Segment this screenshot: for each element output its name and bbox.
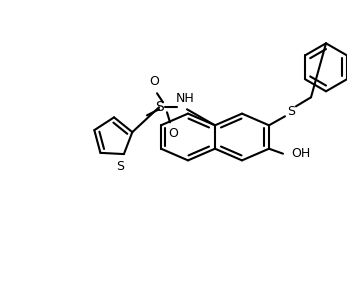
Text: O: O xyxy=(149,75,159,88)
Text: S: S xyxy=(287,105,295,118)
Text: S: S xyxy=(155,100,164,114)
Text: O: O xyxy=(168,127,178,140)
Text: S: S xyxy=(116,160,124,173)
Text: OH: OH xyxy=(291,147,310,160)
Text: NH: NH xyxy=(176,92,194,105)
